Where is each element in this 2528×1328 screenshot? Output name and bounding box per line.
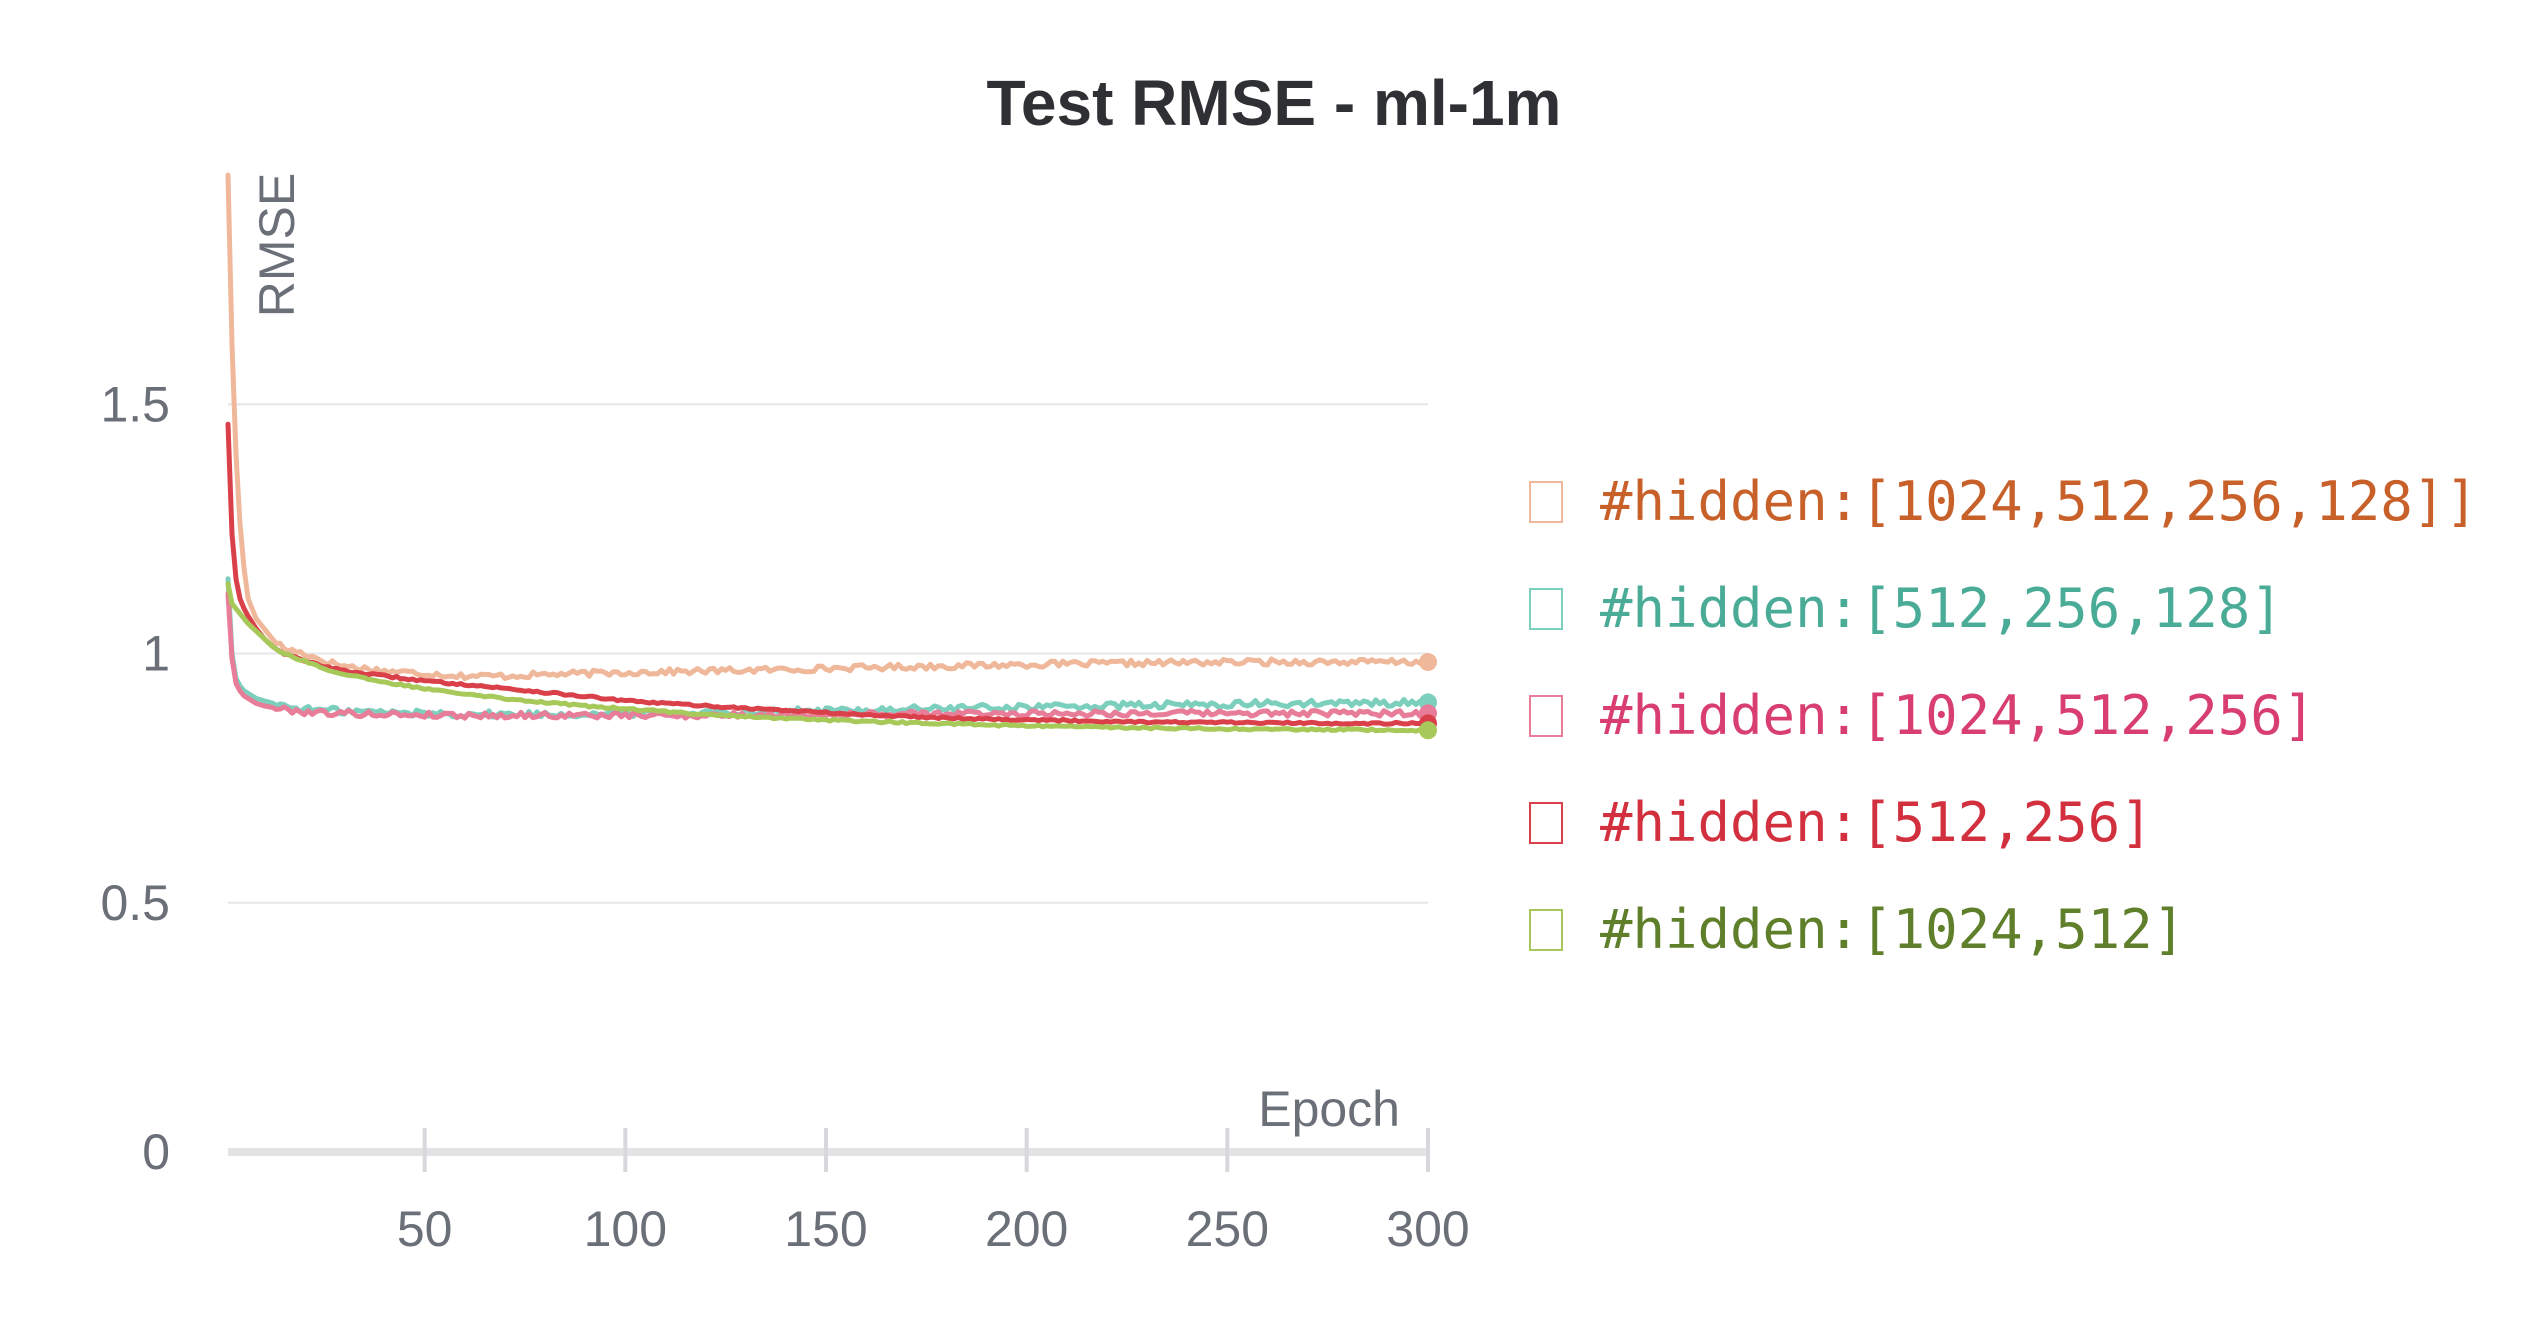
legend-item[interactable]: #hidden:[1024,512] [1529,898,2185,961]
legend-item[interactable]: #hidden:[512,256,128] [1529,577,2283,640]
y-axis: 0 0.5 1 1.5 [100,376,170,1180]
legend[interactable]: #hidden:[1024,512,256,128]] #hidden:[512,… [1529,470,2478,961]
legend-swatch[interactable] [1529,802,1563,844]
x-tick-label: 250 [1186,1201,1269,1257]
series-end-marker [1419,653,1437,672]
legend-label: #hidden:[1024,512,256] [1600,684,2315,747]
y-tick-label: 1.5 [100,376,170,432]
legend-swatch[interactable] [1529,695,1563,737]
legend-item[interactable]: #hidden:[512,256] [1529,791,2153,854]
y-tick-label: 0 [142,1124,170,1180]
series-line [225,172,1431,682]
legend-label: #hidden:[1024,512] [1600,898,2185,961]
grid [228,403,1428,904]
legend-swatch[interactable] [1529,909,1563,951]
series-line [225,581,1431,734]
legend-item[interactable]: #hidden:[1024,512,256,128]] [1529,470,2478,533]
x-axis: 50 100 150 200 250 300 [228,1128,1470,1257]
x-tick-label: 50 [397,1201,453,1257]
x-tick-label: 300 [1386,1201,1469,1257]
x-tick-label: 100 [584,1201,667,1257]
series-line [225,576,1431,720]
legend-swatch[interactable] [1529,481,1563,523]
x-axis-title: Epoch [1258,1081,1400,1137]
x-tick-label: 200 [985,1201,1068,1257]
x-tick-label: 150 [784,1201,867,1257]
y-axis-title: RMSE [249,173,305,317]
legend-swatch[interactable] [1529,588,1563,630]
series-line [225,421,1431,727]
legend-label: #hidden:[512,256] [1600,791,2153,854]
series-end-marker [1419,721,1437,740]
y-tick-label: 1 [142,626,170,682]
chart-title: Test RMSE - ml-1m [987,67,1562,139]
series-group [225,172,1437,740]
legend-label: #hidden:[512,256,128] [1600,577,2283,640]
series-line [225,591,1431,721]
y-tick-label: 0.5 [100,875,170,931]
legend-label: #hidden:[1024,512,256,128]] [1600,470,2478,533]
legend-item[interactable]: #hidden:[1024,512,256] [1529,684,2315,747]
